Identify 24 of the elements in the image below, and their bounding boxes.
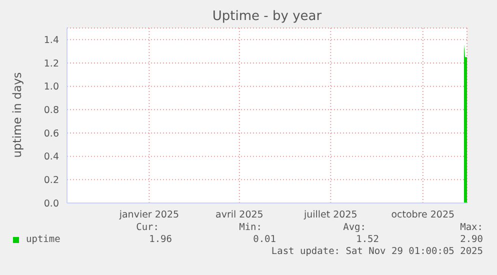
x-tick-label: janvier 2025 — [118, 210, 180, 221]
legend-label: uptime — [26, 234, 60, 245]
y-tick-label: 1.0 — [44, 82, 59, 93]
text: Cur: — [136, 222, 159, 233]
y-tick-label: 0.8 — [44, 105, 59, 116]
x-tick-label: juillet 2025 — [302, 210, 358, 221]
y-tick-label: 0.6 — [44, 128, 59, 140]
y-tick-label: 0.2 — [44, 175, 59, 186]
y-tick-label: 1.4 — [44, 35, 59, 46]
text: Last update: Sat Nov 29 01:00:05 2025 — [271, 246, 483, 257]
y-tick-label: 0.0 — [44, 198, 59, 210]
x-tick-label: avril 2025 — [216, 210, 264, 221]
chart-title: Uptime - by year — [211, 9, 323, 24]
text: Min: — [239, 222, 262, 233]
y-tick-label: 0.4 — [44, 152, 59, 163]
text: Avg: — [343, 222, 366, 233]
y-axis-title: uptime in days — [10, 72, 24, 158]
text: Max: — [460, 222, 483, 233]
text: 1.96 — [149, 234, 172, 245]
x-tick-label: octobre 2025 — [391, 210, 455, 221]
text: 2.90 — [460, 234, 483, 245]
text: 1.52 — [356, 234, 379, 245]
y-tick-label: 1.2 — [44, 58, 59, 70]
text: 0.01 — [253, 234, 276, 245]
